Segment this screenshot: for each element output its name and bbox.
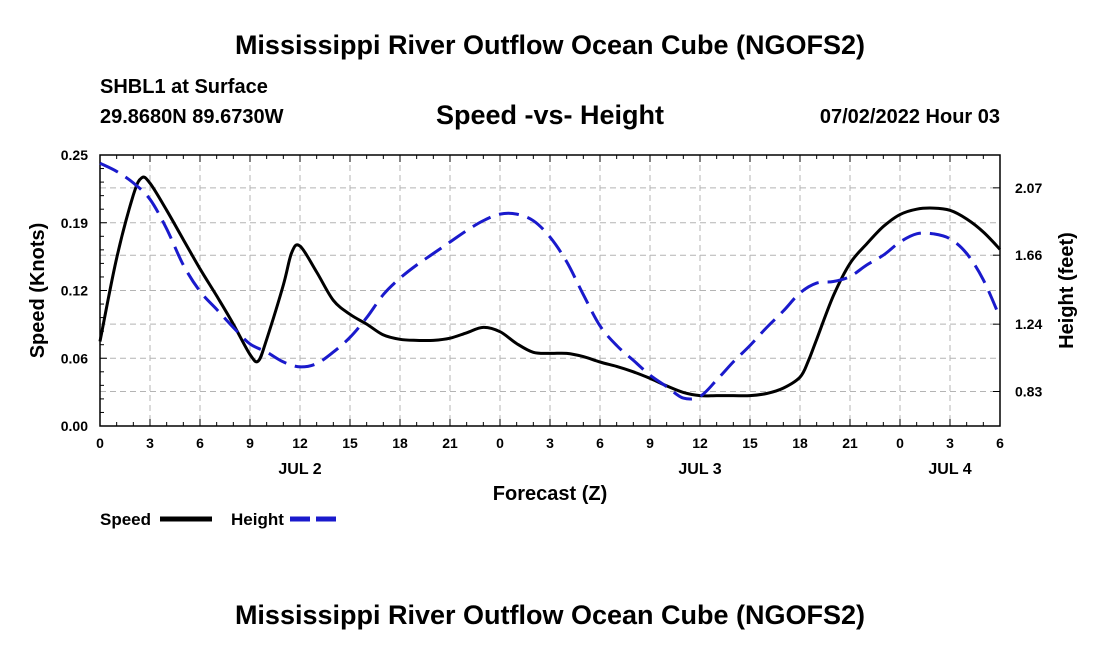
x-day-label: JUL 4 bbox=[928, 461, 971, 478]
x-tick-label: 18 bbox=[792, 435, 808, 451]
x-tick-label: 6 bbox=[196, 435, 204, 451]
x-day-label: JUL 2 bbox=[278, 461, 321, 478]
y-tick-label: 0.12 bbox=[61, 283, 88, 299]
x-tick-label: 15 bbox=[742, 435, 758, 451]
x-day-label: JUL 3 bbox=[678, 461, 721, 478]
speed-series-line bbox=[98, 175, 1002, 398]
y2-tick-label: 2.07 bbox=[1015, 180, 1042, 196]
x-tick-label: 3 bbox=[146, 435, 154, 451]
legend-speed-label: Speed bbox=[100, 510, 151, 529]
x-axis-title: Forecast (Z) bbox=[493, 483, 607, 505]
y2-tick-label: 1.24 bbox=[1015, 316, 1042, 332]
station-coordinates: 29.8680N 89.6730W bbox=[100, 106, 284, 128]
x-tick-label: 9 bbox=[646, 435, 654, 451]
y-tick-label: 0.06 bbox=[61, 350, 88, 366]
x-tick-label: 18 bbox=[392, 435, 408, 451]
y-tick-label: 0.25 bbox=[61, 147, 88, 163]
y2-tick-label: 0.83 bbox=[1015, 384, 1042, 400]
x-tick-label: 9 bbox=[246, 435, 254, 451]
x-tick-label: 21 bbox=[442, 435, 458, 451]
x-tick-label: 15 bbox=[342, 435, 358, 451]
x-tick-label: 12 bbox=[292, 435, 308, 451]
x-tick-label: 3 bbox=[546, 435, 554, 451]
x-tick-label: 12 bbox=[692, 435, 708, 451]
chart-title: Speed -vs- Height bbox=[435, 100, 665, 130]
main-title: Mississippi River Outflow Ocean Cube (NG… bbox=[234, 30, 866, 60]
x-tick-label: 0 bbox=[496, 435, 504, 451]
y2-axis-title: Height (feet) bbox=[1056, 232, 1078, 349]
footer-title: Mississippi River Outflow Ocean Cube (NG… bbox=[234, 600, 866, 630]
x-tick-label: 21 bbox=[842, 435, 858, 451]
legend-height-label: Height bbox=[231, 510, 284, 529]
x-tick-label: 0 bbox=[96, 435, 104, 451]
station-name: SHBL1 at Surface bbox=[100, 76, 268, 98]
y-tick-label: 0.19 bbox=[61, 215, 88, 231]
y2-tick-label: 1.66 bbox=[1015, 247, 1042, 263]
forecast-datetime: 07/02/2022 Hour 03 bbox=[819, 106, 1000, 128]
x-tick-label: 6 bbox=[596, 435, 604, 451]
height-series-line bbox=[99, 161, 1002, 401]
y-tick-label: 0.00 bbox=[61, 418, 88, 434]
x-tick-label: 3 bbox=[946, 435, 954, 451]
x-tick-label: 0 bbox=[896, 435, 904, 451]
x-tick-label: 6 bbox=[996, 435, 1004, 451]
y-axis-title: Speed (Knots) bbox=[27, 223, 49, 359]
